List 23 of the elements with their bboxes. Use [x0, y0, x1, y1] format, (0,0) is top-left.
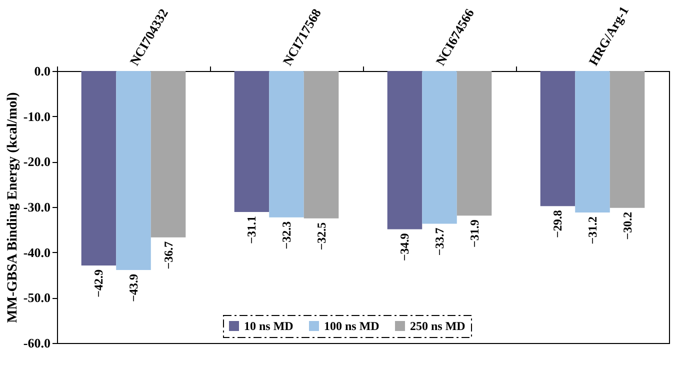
data-label: −32.5 — [314, 222, 328, 250]
data-label: −42.9 — [92, 269, 106, 298]
y-tick-label: -40.0 — [23, 244, 50, 260]
y-tick-label: -10.0 — [23, 108, 50, 124]
y-tick-label: -60.0 — [23, 336, 50, 350]
y-tick-label: -50.0 — [23, 290, 50, 306]
data-label: −30.2 — [620, 212, 634, 240]
data-label: −32.3 — [280, 221, 294, 250]
y-axis-title: MM-GBSA Binding Energy (kcal/mol) — [5, 92, 20, 323]
legend-label: 10 ns MD — [244, 319, 294, 333]
data-label: −43.9 — [126, 274, 140, 302]
legend-label: 250 ns MD — [410, 319, 466, 333]
y-tick-label: 0.0 — [34, 64, 50, 78]
data-label: −31.9 — [467, 220, 482, 248]
y-tick-label: -20.0 — [23, 154, 50, 170]
data-label: −29.8 — [550, 210, 565, 238]
y-tick-label: -30.0 — [23, 200, 50, 214]
data-label: −34.9 — [398, 233, 412, 262]
data-label: −31.2 — [586, 216, 600, 244]
data-label: −31.1 — [244, 216, 259, 244]
data-label: −36.7 — [161, 241, 176, 270]
legend-label: 100 ns MD — [324, 319, 380, 333]
data-label: −33.7 — [432, 228, 446, 256]
